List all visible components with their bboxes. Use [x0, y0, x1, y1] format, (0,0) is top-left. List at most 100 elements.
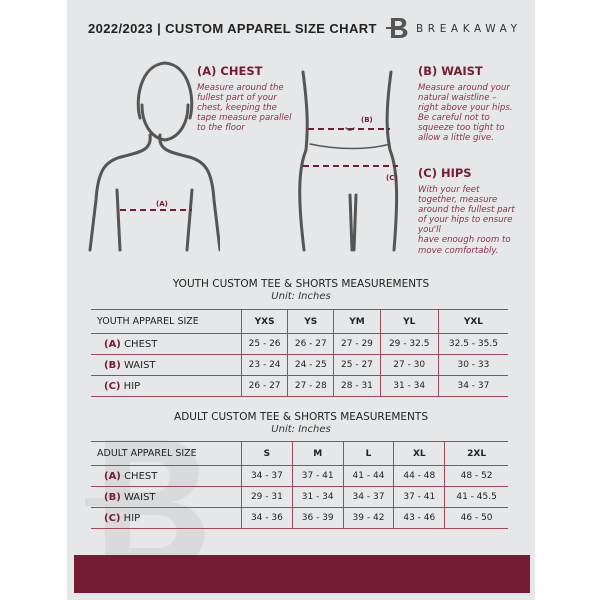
- size-header: 2XL: [444, 441, 508, 466]
- measurement-value: 24 - 25: [287, 354, 334, 376]
- measurement-name: CHEST: [124, 338, 158, 350]
- measurement-code: (C): [104, 512, 121, 524]
- adult-unit: Unit: Inches: [271, 424, 331, 435]
- lower-body-figure: (B) (C): [298, 70, 399, 252]
- hips-text-line: With your feet: [418, 185, 480, 195]
- measurement-value: 37 - 41: [393, 486, 445, 508]
- measurement-value: 34 - 37: [241, 465, 293, 487]
- measurement-value: 41 - 44: [342, 465, 394, 487]
- measurement-name: HIP: [123, 380, 141, 392]
- waist-text-line: Measure around your: [418, 83, 510, 93]
- measurement-value: 46 - 50: [444, 507, 508, 529]
- measurement-value: 23 - 24: [240, 354, 288, 376]
- measurement-value: 27 - 28: [287, 375, 334, 397]
- hips-text-line: move comfortably.: [418, 245, 499, 256]
- table-row: (B) WAIST 23 - 24 24 - 25 25 - 27 27 - 30 30 …: [91, 354, 508, 376]
- table-row: (C) HIP 26 - 27 27 - 28 28 - 31 31 - 34 34 - …: [91, 375, 508, 397]
- chest-text-line: tape measure parallel: [197, 113, 292, 124]
- size-header: L: [342, 441, 394, 466]
- hips-text-line: of your hips to ensure: [418, 215, 513, 226]
- footer-bar: [74, 555, 530, 593]
- hips-text-line: together, measure: [418, 195, 498, 206]
- table-header-row: YOUTH APPAREL SIZE YXS YS YM YL YXL: [91, 309, 508, 334]
- measurement-name: HIP: [123, 512, 141, 524]
- measurement-label: (C) HIP: [91, 375, 242, 397]
- measurement-value: 34 - 37: [342, 486, 394, 508]
- measurement-value: 28 - 31: [333, 375, 381, 397]
- hips-text-line: you'll: [418, 225, 441, 236]
- chest-marker-label: (A): [156, 200, 168, 208]
- upper-body-figure: (A): [88, 61, 220, 252]
- table-row: (A) CHEST 34 - 37 37 - 41 41 - 44 44 - 48 48 …: [91, 465, 508, 487]
- waist-text-line: right above your hips.: [418, 103, 513, 114]
- measurement-name: WAIST: [123, 359, 156, 371]
- size-header: XL: [393, 441, 445, 466]
- waist-marker-label: (B): [361, 116, 373, 124]
- measurement-label: (B) WAIST: [91, 354, 242, 376]
- measurement-value: 26 - 27: [240, 375, 288, 397]
- hips-marker-label: (C): [386, 174, 398, 182]
- table-row: (C) HIP 34 - 36 36 - 39 39 - 42 43 - 46 46 - …: [91, 507, 508, 529]
- page-title: 2022/2023 | CUSTOM APPAREL SIZE CHART: [88, 21, 377, 36]
- waist-text-line: Be careful not to: [418, 113, 490, 124]
- measurement-value: 29 - 31: [241, 486, 293, 508]
- measurement-value: 29 - 32.5: [379, 333, 439, 355]
- measurement-value: 25 - 26: [240, 333, 288, 355]
- measurement-value: 37 - 41: [291, 465, 344, 487]
- chest-text-line: fullest part of your: [197, 93, 277, 104]
- size-label-header: ADULT APPAREL SIZE: [91, 441, 242, 466]
- measurement-value: 26 - 27: [287, 333, 334, 355]
- measurement-value: 48 - 52: [444, 465, 508, 487]
- measurement-code: (A): [104, 338, 121, 350]
- measurement-code: (A): [104, 470, 121, 482]
- measurement-value: 27 - 30: [379, 354, 439, 376]
- size-header: YL: [379, 309, 439, 334]
- chest-text-line: Measure around the: [197, 83, 284, 93]
- youth-size-table: YOUTH APPAREL SIZE YXS YS YM YL YXL (A) CHEST 2…: [91, 309, 508, 397]
- measurement-value: 39 - 42: [342, 507, 394, 529]
- size-header: YM: [333, 309, 381, 334]
- waist-heading: (B) WAIST: [418, 64, 483, 78]
- hips-text-line: around the fullest part: [418, 205, 515, 216]
- hips-text-line: have enough room to: [418, 235, 511, 246]
- table-row: (B) WAIST 29 - 31 31 - 34 34 - 37 37 - 41 41 …: [91, 486, 508, 508]
- table-row: (A) CHEST 25 - 26 26 - 27 27 - 29 29 - 32.5 3…: [91, 333, 508, 355]
- breakaway-logo: [386, 18, 408, 38]
- size-header: YS: [287, 309, 334, 334]
- measurement-value: 43 - 46: [393, 507, 445, 529]
- measurement-value: 36 - 39: [291, 507, 344, 529]
- adult-size-table: ADULT APPAREL SIZE S M L XL 2XL (A) CHEST 34 - …: [91, 441, 508, 529]
- size-header: S: [241, 441, 293, 466]
- waist-description: Measure around your natural waistline – …: [418, 83, 513, 144]
- measurement-label: (C) HIP: [91, 507, 242, 529]
- measurement-value: 34 - 36: [241, 507, 293, 529]
- brand-name: BREAKAWAY: [416, 23, 522, 35]
- measurement-name: WAIST: [123, 491, 156, 503]
- size-header: YXL: [437, 309, 508, 334]
- chest-text-line: to the floor: [197, 123, 245, 134]
- measurement-label: (A) CHEST: [91, 465, 242, 487]
- measurement-value: 30 - 33: [437, 354, 508, 376]
- size-label-header: YOUTH APPAREL SIZE: [91, 309, 242, 334]
- measurement-value: 41 - 45.5: [444, 486, 508, 508]
- size-header: M: [291, 441, 344, 466]
- measurement-value: 27 - 29: [333, 333, 381, 355]
- measurement-value: 31 - 34: [291, 486, 344, 508]
- hips-heading: (C) HIPS: [418, 166, 472, 180]
- measurement-value: 31 - 34: [379, 375, 439, 397]
- youth-unit: Unit: Inches: [271, 291, 331, 302]
- chest-heading: (A) CHEST: [197, 64, 263, 78]
- measurement-name: CHEST: [124, 470, 158, 482]
- size-header: YXS: [240, 309, 288, 334]
- measurement-value: 44 - 48: [393, 465, 445, 487]
- chest-text-line: chest, keeping the: [197, 103, 277, 114]
- waist-text-line: natural waistline –: [418, 93, 497, 104]
- measurement-value: 32.5 - 35.5: [437, 333, 508, 355]
- chest-description: Measure around the fullest part of your …: [197, 83, 291, 133]
- hips-description: With your feet together, measure around …: [418, 185, 515, 256]
- measurement-code: (B): [104, 359, 121, 371]
- adult-section-title: ADULT CUSTOM TEE & SHORTS MEASUREMENTS: [174, 411, 428, 423]
- measurement-value: 25 - 27: [333, 354, 381, 376]
- measurement-label: (A) CHEST: [91, 333, 242, 355]
- measurement-label: (B) WAIST: [91, 486, 242, 508]
